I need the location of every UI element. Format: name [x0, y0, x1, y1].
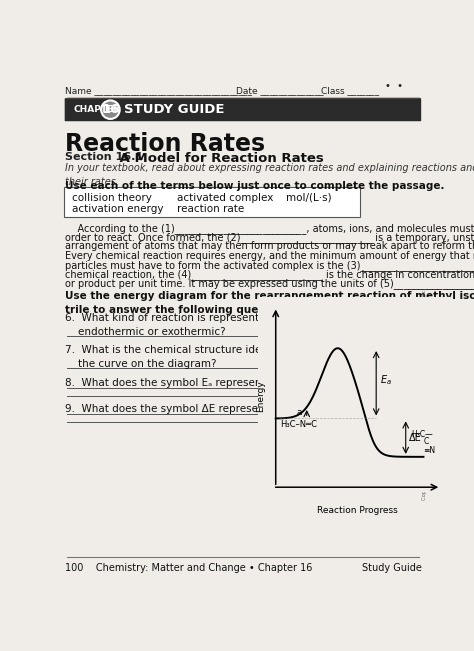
Text: Class _______: Class _______ [321, 86, 379, 95]
Text: 16: 16 [101, 104, 119, 116]
Text: 8.  What does the symbol Eₐ represent?: 8. What does the symbol Eₐ represent? [65, 378, 272, 387]
Text: Reaction Rates: Reaction Rates [65, 132, 265, 156]
Text: a: a [297, 408, 302, 417]
Text: H₃C–N═C: H₃C–N═C [280, 420, 317, 429]
Text: 100    Chemistry: Matter and Change • Chapter 16: 100 Chemistry: Matter and Change • Chapt… [65, 563, 313, 574]
Text: ≡N: ≡N [423, 446, 436, 455]
Text: C: C [423, 437, 428, 446]
Text: Date ______________: Date ______________ [236, 86, 323, 95]
Text: particles must have to form the activated complex is the (3)____________________: particles must have to form the activate… [65, 260, 474, 271]
Text: activated complex: activated complex [177, 193, 273, 203]
Text: or product per unit time. It may be expressed using the units of (5)____________: or product per unit time. It may be expr… [65, 279, 474, 289]
Text: Copyright © Glencoe/McGraw-Hill, a division of The McGraw-Hill Companies, Inc.: Copyright © Glencoe/McGraw-Hill, a divis… [421, 288, 427, 500]
Text: reaction rate: reaction rate [177, 204, 244, 214]
Text: order to react. Once formed, the (2)___________________________ is a temporary, : order to react. Once formed, the (2)____… [65, 232, 474, 243]
Text: 6.  What kind of reaction is represented by this diagram,
    endothermic or exo: 6. What kind of reaction is represented … [65, 313, 361, 337]
FancyBboxPatch shape [64, 187, 360, 217]
Text: A Model for Reaction Rates: A Model for Reaction Rates [115, 152, 324, 165]
Text: CHAPTER: CHAPTER [73, 105, 120, 114]
Text: H₃C—: H₃C— [411, 430, 433, 439]
Text: According to the (1)___________________________, atoms, ions, and molecules must: According to the (1)____________________… [65, 223, 474, 234]
Text: In your textbook, read about expressing reaction rates and explaining reactions : In your textbook, read about expressing … [65, 163, 474, 187]
Text: Reaction Progress: Reaction Progress [317, 506, 397, 516]
Text: collision theory: collision theory [72, 193, 152, 203]
Text: Use the energy diagram for the rearrangement reaction of methyl isonitrile to ac: Use the energy diagram for the rearrange… [65, 292, 474, 316]
Text: chemical reaction, the (4)___________________________ is the change in concentra: chemical reaction, the (4)______________… [65, 269, 474, 280]
Text: ΔE: ΔE [410, 433, 422, 443]
Text: •  •: • • [385, 81, 403, 91]
Text: Section 16.1: Section 16.1 [65, 152, 144, 162]
Text: 9.  What does the symbol ΔE represent?: 9. What does the symbol ΔE represent? [65, 404, 275, 414]
Text: Use each of the terms below just once to complete the passage.: Use each of the terms below just once to… [65, 181, 445, 191]
Text: $E_a$: $E_a$ [380, 373, 392, 387]
Circle shape [101, 100, 120, 119]
Text: Name ___________________________________: Name ___________________________________ [65, 86, 253, 95]
Text: mol/(L·s): mol/(L·s) [285, 193, 331, 203]
FancyBboxPatch shape [64, 98, 421, 121]
Text: STUDY GUIDE: STUDY GUIDE [124, 104, 225, 116]
Text: 7.  What is the chemical structure identified at the top of
    the curve on the: 7. What is the chemical structure identi… [65, 345, 363, 369]
Text: arrangement of atoms that may then form products or may break apart to reform th: arrangement of atoms that may then form … [65, 242, 474, 251]
Text: Every chemical reaction requires energy, and the minimum amount of energy that r: Every chemical reaction requires energy,… [65, 251, 474, 260]
Text: Energy: Energy [256, 380, 265, 412]
Text: activation energy: activation energy [72, 204, 163, 214]
Text: Study Guide: Study Guide [362, 563, 421, 574]
